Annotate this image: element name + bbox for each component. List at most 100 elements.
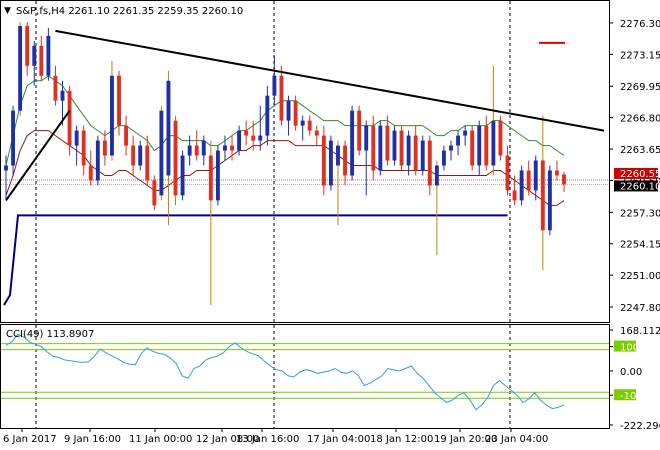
candle-body [258,135,263,141]
candle-body [300,120,305,126]
candle-body [526,170,531,191]
time-tick-label: 19 Jan 20:00 [434,434,497,445]
cci-indicator [1,333,609,411]
candle-body [4,165,8,171]
candle-body [554,170,559,176]
candle-body [286,100,291,121]
candle-body [110,75,114,156]
candle-body [321,135,326,186]
candle-body [328,140,333,186]
candle-body [357,110,362,151]
symbol-ohlc-label: S&P,fs,H4 2261.10 2261.35 2259.35 2260.1… [16,6,243,17]
candle-body [434,165,439,186]
price-tick-label: 2251.00 [620,271,660,282]
candle-body [18,25,23,111]
candle-body [505,155,510,191]
cci-tick-label: 100 [620,343,639,354]
candle-body [371,125,376,171]
candle-body [350,110,355,176]
candle-body [159,110,164,196]
price-tick-label: 2257.30 [620,208,660,219]
candle-body [201,140,206,156]
candle-body [60,90,65,101]
candle-body [95,140,100,181]
time-tick-label: 9 Jan 16:00 [64,434,121,445]
price-panel-frame [0,0,610,323]
candle-body [173,120,178,196]
candle-body [343,145,347,176]
candle-body [547,170,552,231]
candle-body [540,160,545,231]
cci-line [5,333,565,411]
time-tick-label: 18 Jan 12:00 [370,434,433,445]
cci-title: CCI(49) 113.8907 [6,329,94,340]
candle-body [67,90,72,146]
candle-body [456,135,460,146]
candle-body [562,174,566,185]
candle-body [166,80,171,176]
candle-body [463,130,468,136]
time-tick-label: 13 Jan 16:00 [236,434,299,445]
candle-body [484,125,489,166]
price-tick-label: 2276.30 [620,19,660,30]
candle-body [223,145,227,151]
ma-fast-line [5,75,565,166]
candles [4,21,566,306]
candle-body [102,140,107,156]
cci-tick-label: 168.112 [620,326,660,337]
price-tick-label: 2269.95 [620,82,660,93]
candle-body [74,130,79,146]
candle-body [32,45,37,66]
candle-body [194,145,199,156]
cci-tick-label: -222.296 [620,421,660,432]
price-tick-label: 2254.15 [620,240,660,251]
candle-body [314,130,319,136]
candle-body [117,75,121,126]
candle-body [39,45,44,76]
price-tag-label: 2260.55 [620,169,660,180]
support-line [3,214,508,306]
price-axis: 2276.30 2273.15 2269.95 2266.80 2263.65 2260.… [609,19,660,314]
cci-tick-label: 0.00 [620,367,642,378]
candle-body [46,35,51,76]
time-tick-label: 17 Jan 04:00 [307,434,370,445]
candle-body [385,125,390,161]
candle-body [11,110,16,166]
candle-body [470,130,475,166]
cci-level-tag [614,389,636,401]
candle-body [187,145,192,156]
candle-body [53,75,58,101]
time-tick-label: 12 Jan 08:00 [196,434,259,445]
candle-body [477,125,482,166]
candle-body [272,75,277,96]
time-tick-label: 23 Jan 04:00 [485,434,548,445]
candle-body [230,145,234,151]
candle-body [145,145,150,181]
candle-body [413,135,418,171]
price-tag-box [614,180,658,192]
candle-body [441,150,446,166]
candle-body [251,135,256,141]
price-tick-label: 2273.15 [620,50,660,61]
price-tag-box [614,167,658,179]
candle-body [364,125,369,151]
candle-body [152,180,157,206]
cci-panel-frame [0,324,610,429]
candle-body [427,140,432,186]
candle-body [81,130,86,166]
candle-body [244,130,249,136]
time-tick-label: 11 Jan 00:00 [129,434,192,445]
candle-body [491,120,496,166]
candle-body [138,145,143,166]
cci-tick-label: -100 [620,391,643,402]
candle-body [293,100,298,126]
candle-body [124,125,129,146]
header-arrow[interactable]: ▼ [4,6,11,16]
candle-body [378,125,383,171]
time-axis: 6 Jan 2017 9 Jan 16:00 11 Jan 00:00 12 Jan … [3,428,548,445]
candle-body [215,150,220,201]
candle-body [399,130,404,166]
vertical-grid [35,1,511,428]
candle-body [336,145,340,166]
